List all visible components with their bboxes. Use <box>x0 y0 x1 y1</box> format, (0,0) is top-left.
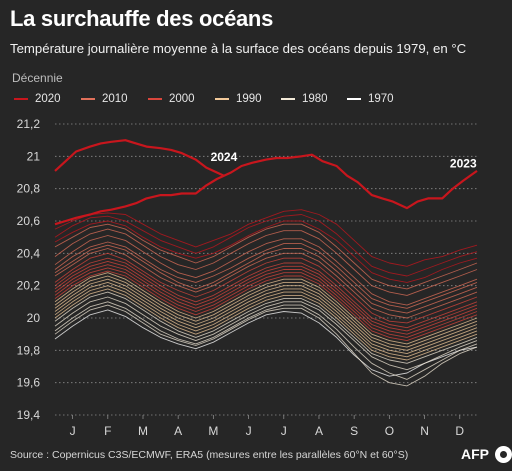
y-tick-label: 20,8 <box>17 182 41 196</box>
x-tick-label: A <box>174 424 182 438</box>
series-line-2000 <box>54 267 478 338</box>
legend-label-1990: 1990 <box>236 93 262 105</box>
highlight-series-lines <box>54 139 478 226</box>
legend-title: Décennie <box>12 71 63 85</box>
legend-swatch-1990 <box>215 98 229 100</box>
legend-swatch-2010 <box>81 98 95 100</box>
series-line-2024 <box>54 139 225 177</box>
legend-label-2010: 2010 <box>102 93 128 105</box>
series-line-1990 <box>54 281 478 355</box>
legend-swatch-2020 <box>14 98 28 100</box>
source-note: Source : Copernicus C3S/ECMWF, ERA5 (mes… <box>10 449 409 461</box>
line-chart: 21,2 21 20,8 20,6 20,4 20,2 20 19,8 19,6 19,4 J F M… <box>17 117 478 438</box>
series-line-1970 <box>54 309 478 377</box>
y-tick-label: 20,6 <box>17 214 41 228</box>
x-tick-label: A <box>315 424 323 438</box>
series-line-2010 <box>54 244 478 314</box>
series-line-2000 <box>54 264 478 335</box>
series-line-2000 <box>54 270 478 342</box>
y-tick-label: 19,4 <box>17 408 41 422</box>
chart-title: La surchauffe des océans <box>10 6 274 31</box>
legend-swatch-1970 <box>347 98 361 100</box>
y-tick-label: 20,2 <box>17 279 41 293</box>
series-line-1980 <box>54 301 478 380</box>
legend-swatch-2000 <box>148 98 162 100</box>
x-tick-label: F <box>104 424 111 438</box>
y-axis: 21,2 21 20,8 20,6 20,4 20,2 20 19,8 19,6 19,4 <box>17 117 41 422</box>
legend-label-1980: 1980 <box>302 93 328 105</box>
gridlines <box>55 123 477 416</box>
series-line-2000 <box>54 260 478 332</box>
y-tick-label: 21,2 <box>17 117 41 131</box>
series-line-2010 <box>54 248 478 319</box>
series-line-1990 <box>54 285 478 358</box>
y-tick-label: 21 <box>27 149 41 163</box>
series-line-1990 <box>54 288 478 361</box>
legend-swatch-1980 <box>281 98 295 100</box>
x-tick-label: N <box>420 424 429 438</box>
annotation-2024: 2024 <box>211 150 238 164</box>
series-line-2020 <box>54 220 478 283</box>
y-tick-label: 19,8 <box>17 343 41 357</box>
x-tick-label: M <box>138 424 148 438</box>
chart-subtitle: Température journalière moyenne à la sur… <box>10 41 467 56</box>
y-tick-label: 19,6 <box>17 376 41 390</box>
series-line-1980 <box>54 304 478 387</box>
series-line-2000 <box>54 252 478 324</box>
series-line-2023 <box>54 153 478 226</box>
legend-label-2000: 2000 <box>169 93 195 105</box>
x-tick-label: J <box>246 424 252 438</box>
afp-logo-text: AFP <box>461 446 489 462</box>
series-line-2020 <box>54 214 478 277</box>
series-line-2010 <box>54 235 478 306</box>
legend-label-2020: 2020 <box>35 93 61 105</box>
y-tick-label: 20,4 <box>17 246 41 260</box>
series-line-1990 <box>54 275 478 348</box>
series-line-2000 <box>54 257 478 329</box>
x-tick-label: S <box>350 424 358 438</box>
series-line-2020 <box>54 209 478 267</box>
x-tick-label: J <box>70 424 76 438</box>
series-line-1990 <box>54 278 478 351</box>
series-line-2010 <box>54 228 478 296</box>
x-tick-label: O <box>385 424 394 438</box>
series-line-2010 <box>54 223 478 290</box>
background-series-lines <box>54 209 478 387</box>
series-line-2010 <box>54 241 478 309</box>
legend-label-1970: 1970 <box>368 93 394 105</box>
annotation-2023: 2023 <box>450 157 477 171</box>
series-line-1980 <box>54 296 478 371</box>
series-line-1990 <box>54 272 478 345</box>
annotations: 2024 2023 <box>211 150 477 170</box>
series-line-1980 <box>54 291 478 364</box>
afp-logo: AFP <box>461 446 512 464</box>
afp-logo-circle-icon <box>495 446 512 463</box>
x-tick-label: D <box>455 424 464 438</box>
x-tick-label: M <box>208 424 218 438</box>
y-tick-label: 20 <box>27 311 41 325</box>
x-tick-label: J <box>281 424 287 438</box>
